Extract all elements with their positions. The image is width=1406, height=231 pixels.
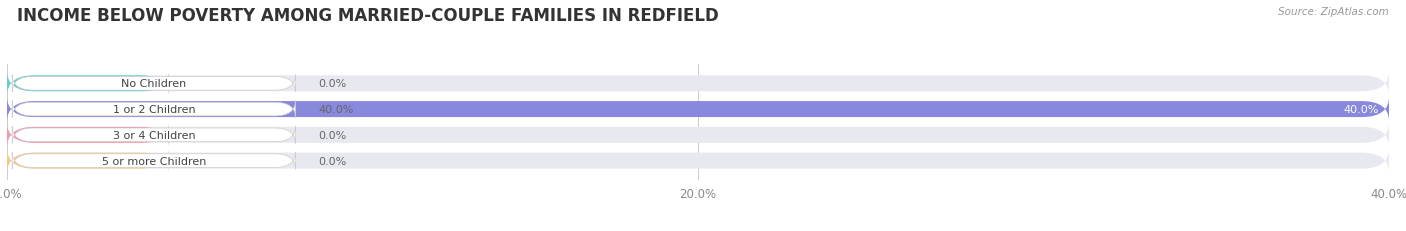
Text: Source: ZipAtlas.com: Source: ZipAtlas.com: [1278, 7, 1389, 17]
FancyBboxPatch shape: [7, 123, 169, 148]
FancyBboxPatch shape: [7, 71, 169, 97]
FancyBboxPatch shape: [7, 148, 1389, 173]
Text: 0.0%: 0.0%: [318, 156, 346, 166]
FancyBboxPatch shape: [13, 127, 295, 144]
FancyBboxPatch shape: [7, 71, 1389, 97]
Text: No Children: No Children: [121, 79, 187, 89]
Text: 1 or 2 Children: 1 or 2 Children: [112, 105, 195, 115]
FancyBboxPatch shape: [7, 97, 1389, 122]
FancyBboxPatch shape: [7, 148, 169, 173]
Text: 40.0%: 40.0%: [318, 105, 353, 115]
Text: 40.0%: 40.0%: [1343, 105, 1379, 115]
FancyBboxPatch shape: [13, 75, 295, 93]
FancyBboxPatch shape: [7, 97, 1389, 122]
Text: 5 or more Children: 5 or more Children: [101, 156, 207, 166]
Text: INCOME BELOW POVERTY AMONG MARRIED-COUPLE FAMILIES IN REDFIELD: INCOME BELOW POVERTY AMONG MARRIED-COUPL…: [17, 7, 718, 25]
FancyBboxPatch shape: [13, 152, 295, 170]
FancyBboxPatch shape: [7, 123, 1389, 148]
Text: 0.0%: 0.0%: [318, 130, 346, 140]
Text: 3 or 4 Children: 3 or 4 Children: [112, 130, 195, 140]
FancyBboxPatch shape: [13, 101, 295, 118]
Text: 0.0%: 0.0%: [318, 79, 346, 89]
